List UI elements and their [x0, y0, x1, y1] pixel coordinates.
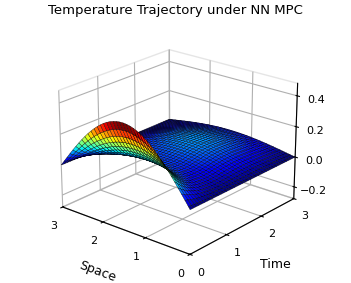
X-axis label: Space: Space	[77, 258, 117, 283]
Title: Temperature Trajectory under NN MPC: Temperature Trajectory under NN MPC	[48, 4, 303, 17]
Y-axis label: Time: Time	[260, 258, 291, 271]
